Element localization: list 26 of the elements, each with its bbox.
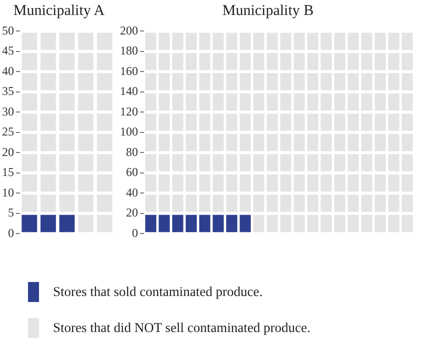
- y-tick-label: 25: [2, 124, 14, 139]
- y-tick-label: 120: [120, 104, 138, 118]
- y-tick-label: 15: [2, 165, 14, 180]
- y-tick-label: 40: [126, 185, 138, 200]
- y-tick-label: 50: [2, 23, 14, 38]
- y-tick-label: 160: [120, 64, 138, 78]
- chart-title: Municipality A: [12, 2, 106, 21]
- chart-title: Municipality B: [221, 2, 315, 21]
- legend-label: Stores that sold contaminated produce.: [53, 284, 263, 300]
- y-tick-label: 180: [120, 44, 138, 58]
- y-tick-label: 10: [2, 185, 14, 200]
- y-tick-label: 200: [120, 23, 138, 38]
- y-tick-label: 35: [2, 84, 14, 98]
- y-tick-label: 30: [2, 104, 14, 118]
- y-tick-label: 140: [120, 84, 138, 98]
- y-tick-label: 20: [2, 144, 14, 159]
- y-tick-label: 45: [2, 44, 14, 58]
- legend-label: Stores that did NOT sell contaminated produce.: [53, 320, 310, 336]
- y-tick-label: 0: [132, 226, 138, 240]
- y-tick-label: 0: [8, 226, 14, 240]
- y-tick-label: 40: [2, 64, 14, 78]
- y-tick-label: 100: [120, 124, 138, 139]
- y-tick-label: 60: [126, 165, 138, 180]
- y-tick-label: 20: [126, 206, 138, 220]
- y-tick-label: 80: [126, 144, 138, 159]
- y-tick-label: 5: [8, 206, 14, 220]
